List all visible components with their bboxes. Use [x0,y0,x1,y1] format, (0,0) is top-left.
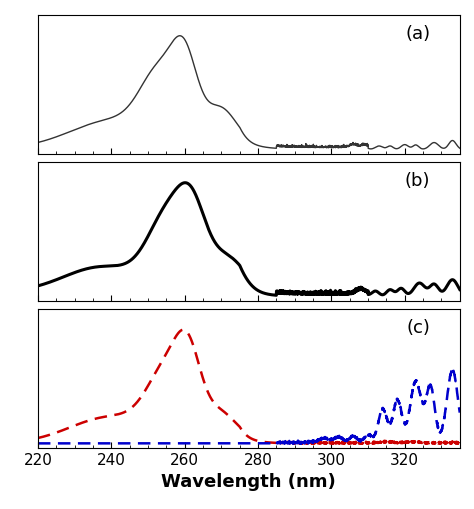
Text: (c): (c) [406,319,430,337]
Text: (b): (b) [405,172,430,190]
X-axis label: Wavelength (nm): Wavelength (nm) [162,473,336,491]
Text: (a): (a) [405,25,430,43]
